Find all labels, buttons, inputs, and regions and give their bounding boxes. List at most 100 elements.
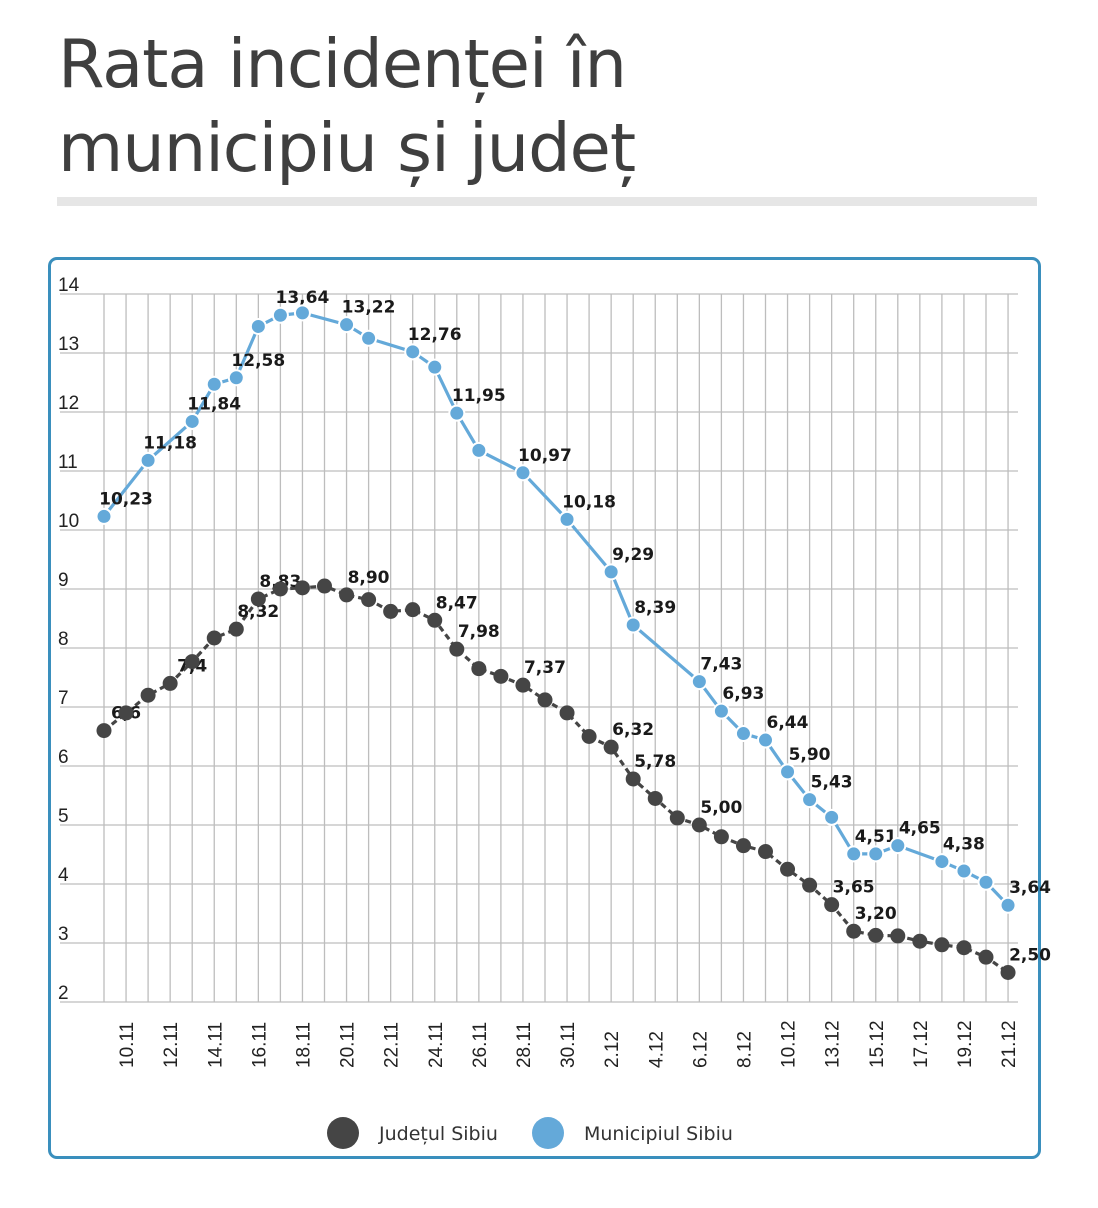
data-point-municipiu: [624, 616, 642, 634]
x-tick-label: 2.12: [602, 1031, 623, 1068]
data-point-municipiu: [779, 763, 797, 781]
y-tick-label: 4: [58, 865, 69, 886]
data-point-judet: [383, 603, 399, 619]
data-point-judet: [405, 602, 421, 618]
data-point-municipiu: [514, 464, 532, 482]
data-point-judet: [493, 668, 509, 684]
data-point-judet: [294, 580, 310, 596]
data-label: 8,32: [237, 602, 279, 622]
data-label: 8,90: [348, 568, 390, 588]
data-point-municipiu: [999, 896, 1017, 914]
title-line-1: Rata incidenței în: [58, 25, 627, 103]
title-line-2: municipiu și județ: [58, 109, 636, 187]
page-title: Rata incidenței în municipiu și județ: [58, 22, 1038, 190]
data-point-judet: [449, 641, 465, 657]
data-point-municipiu: [183, 412, 201, 430]
data-point-municipiu: [470, 441, 488, 459]
data-point-municipiu: [249, 317, 267, 335]
data-point-municipiu: [734, 725, 752, 743]
x-tick-label: 18.11: [293, 1022, 314, 1068]
data-point-municipiu: [712, 702, 730, 720]
data-point-judet: [471, 661, 487, 677]
data-point-municipiu: [360, 329, 378, 347]
x-tick-label: 21.12: [999, 1020, 1020, 1068]
data-point-judet: [96, 723, 112, 739]
data-label: 5,90: [789, 745, 831, 765]
data-label: 5,43: [811, 773, 853, 793]
legend-marker-judet: [327, 1117, 359, 1149]
data-point-municipiu: [205, 375, 223, 393]
x-tick-label: 28.11: [514, 1022, 535, 1068]
data-point-judet: [206, 630, 222, 646]
data-label: 10,23: [99, 489, 153, 509]
data-point-judet: [272, 581, 288, 597]
data-label: 6,32: [612, 720, 654, 740]
data-label: 8,39: [634, 598, 676, 618]
data-point-judet: [118, 705, 134, 721]
data-label: 7,37: [524, 658, 566, 678]
x-tick-label: 4.12: [646, 1031, 667, 1068]
data-label: 13,22: [342, 298, 396, 318]
data-point-judet: [184, 654, 200, 670]
data-point-judet: [515, 677, 531, 693]
data-label: 4,38: [943, 835, 985, 855]
x-tick-label: 30.11: [558, 1022, 579, 1068]
data-point-municipiu: [933, 853, 951, 871]
data-point-judet: [934, 937, 950, 953]
data-point-municipiu: [889, 837, 907, 855]
y-tick-label: 9: [58, 570, 69, 591]
data-point-judet: [890, 928, 906, 944]
data-point-judet: [956, 940, 972, 956]
data-label: 4,65: [899, 819, 941, 839]
y-tick-label: 10: [58, 511, 79, 532]
data-point-judet: [691, 817, 707, 833]
data-point-municipiu: [602, 563, 620, 581]
data-point-judet: [603, 739, 619, 755]
data-point-judet: [537, 692, 553, 708]
x-tick-label: 10.11: [117, 1022, 138, 1068]
x-tick-label: 24.11: [426, 1022, 447, 1068]
data-point-judet: [162, 675, 178, 691]
data-label: 5,78: [634, 752, 676, 772]
x-tick-label: 17.12: [911, 1020, 932, 1068]
data-point-judet: [581, 729, 597, 744]
data-label: 5,00: [700, 798, 742, 818]
data-label: 12,76: [408, 325, 462, 345]
data-label: 11,18: [143, 433, 197, 453]
data-point-municipiu: [404, 343, 422, 361]
y-tick-label: 14: [58, 275, 80, 296]
y-tick-label: 7: [58, 688, 69, 709]
data-point-judet: [647, 790, 663, 806]
data-point-judet: [140, 687, 156, 703]
y-tick-label: 2: [58, 983, 69, 1004]
y-tick-label: 6: [58, 747, 69, 768]
data-point-municipiu: [955, 862, 973, 880]
x-tick-label: 13.12: [823, 1020, 844, 1068]
data-point-municipiu: [977, 873, 995, 891]
data-label: 13,64: [276, 288, 330, 308]
x-tick-label: 6.12: [690, 1031, 711, 1068]
legend-label-municipiu: Municipiul Sibiu: [584, 1123, 733, 1145]
y-tick-label: 5: [58, 806, 69, 827]
data-point-judet: [250, 591, 266, 607]
data-point-municipiu: [801, 791, 819, 809]
x-tick-label: 10.12: [779, 1020, 800, 1068]
data-point-municipiu: [338, 316, 356, 334]
legend-label-judet: Județul Sibiu: [378, 1123, 498, 1145]
data-label: 2,50: [1009, 946, 1051, 966]
data-point-judet: [978, 949, 994, 965]
data-point-judet: [427, 612, 443, 628]
data-label: 7,43: [700, 655, 742, 675]
data-point-judet: [1000, 965, 1016, 980]
data-point-judet: [228, 621, 244, 637]
data-label: 12,58: [231, 351, 285, 371]
data-point-judet: [758, 844, 773, 860]
data-label: 6,44: [767, 713, 809, 733]
y-tick-label: 8: [58, 629, 69, 650]
data-label: 10,97: [518, 446, 572, 466]
data-label: 7,98: [458, 622, 500, 642]
data-point-judet: [625, 771, 641, 787]
data-point-municipiu: [845, 845, 863, 863]
data-point-judet: [317, 578, 332, 594]
data-point-judet: [912, 933, 928, 949]
